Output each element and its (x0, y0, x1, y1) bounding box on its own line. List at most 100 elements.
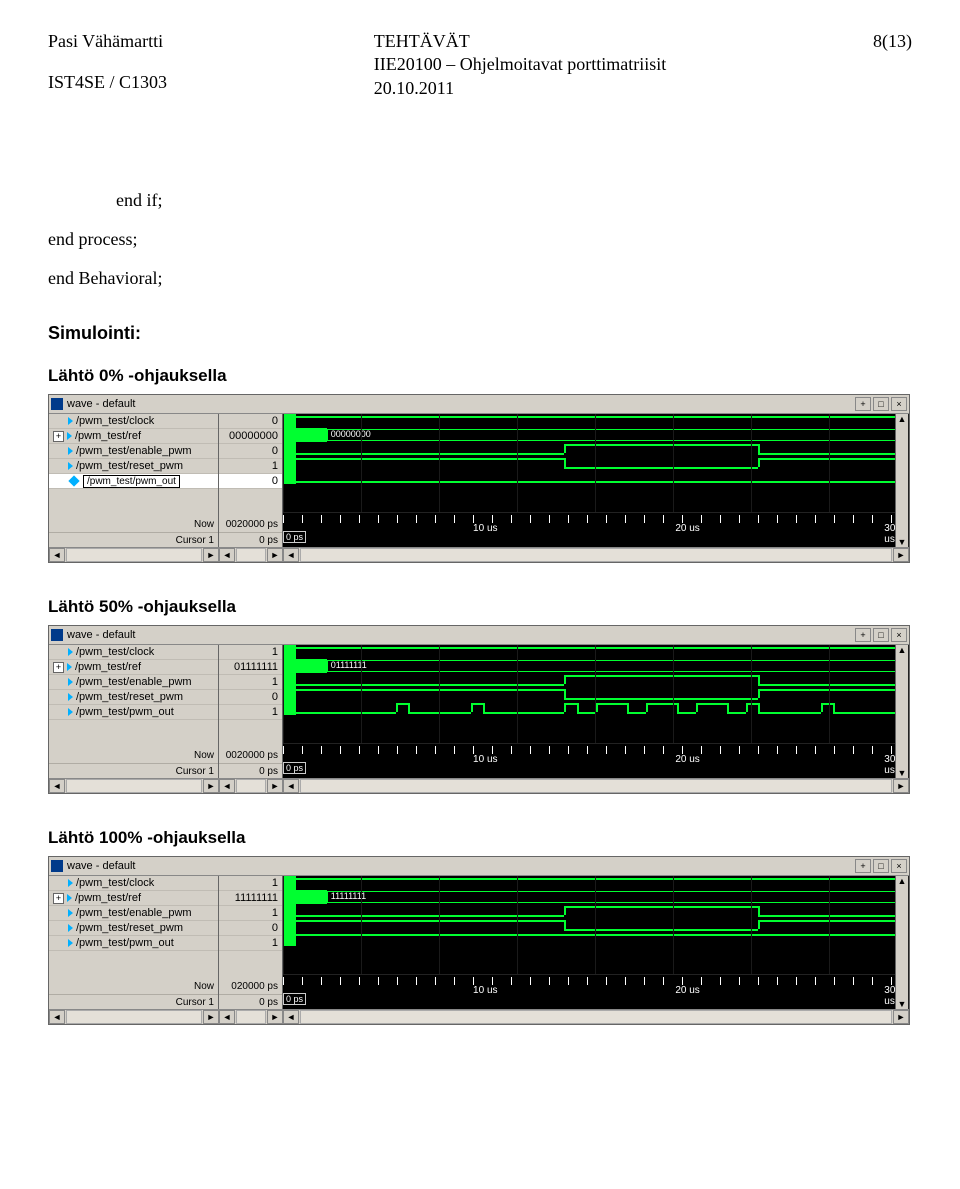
minimize-button[interactable]: + (855, 628, 871, 642)
signal-icon (68, 417, 73, 425)
waveform-column: 01111111 10 us20 us30 us 0 ps ▲ ▼ (283, 645, 909, 778)
signal-row[interactable]: /pwm_test/pwm_out (49, 705, 218, 720)
bus-value: 01111111 (327, 660, 896, 672)
wave-scrollbar[interactable]: ◄► (283, 778, 909, 793)
scroll-up-button[interactable]: ▲ (896, 876, 908, 886)
scroll-up-button[interactable]: ▲ (896, 414, 908, 424)
now-value: 020000 ps (219, 979, 282, 995)
signal-row[interactable]: /pwm_test/clock (49, 876, 218, 891)
wave-window: wave - default + □ × /pwm_test/clock+/pw… (48, 625, 910, 794)
signal-value: 00000000 (219, 429, 282, 444)
header-course-id: IST4SE / C1303 (48, 71, 167, 94)
expand-icon[interactable]: + (53, 662, 64, 673)
signal-name: /pwm_test/pwm_out (83, 475, 180, 488)
now-label: Now (49, 517, 218, 533)
scroll-down-button[interactable]: ▼ (896, 999, 908, 1009)
minimize-button[interactable]: + (855, 397, 871, 411)
bus-value: 11111111 (327, 891, 896, 903)
name-scrollbar[interactable]: ◄► (49, 778, 219, 793)
signal-name: /pwm_test/pwm_out (76, 706, 174, 718)
name-scrollbar[interactable]: ◄► (49, 547, 219, 562)
signal-icon (68, 678, 73, 686)
subsection-100pct: Lähtö 100% -ohjauksella (48, 828, 912, 848)
signal-row[interactable]: /pwm_test/reset_pwm (49, 921, 218, 936)
now-label: Now (49, 979, 218, 995)
cursor-marker[interactable]: 0 ps (283, 993, 306, 1005)
value-scrollbar[interactable]: ◄► (219, 778, 283, 793)
signal-icon (68, 924, 73, 932)
signal-value: 11111111 (219, 891, 282, 906)
now-value: 0020000 ps (219, 748, 282, 764)
signal-value-column: 0000000000100020000 ps0 ps (219, 414, 283, 547)
signal-row[interactable]: /pwm_test/pwm_out (49, 474, 218, 489)
signal-row[interactable]: +/pwm_test/ref (49, 660, 218, 675)
signal-name: /pwm_test/reset_pwm (76, 460, 183, 472)
signal-row[interactable]: /pwm_test/clock (49, 645, 218, 660)
signal-row[interactable]: + /pwm_test/ref (49, 429, 218, 444)
signal-value: 1 (219, 675, 282, 690)
cursor-marker[interactable]: 0 ps (283, 531, 306, 543)
cursor-marker[interactable]: 0 ps (283, 762, 306, 774)
signal-icon (68, 909, 73, 917)
signal-icon (67, 663, 72, 671)
wave-scrollbar[interactable]: ◄► (283, 547, 909, 562)
value-scrollbar[interactable]: ◄► (219, 547, 283, 562)
close-button[interactable]: × (891, 859, 907, 873)
expand-icon[interactable]: + (53, 431, 64, 442)
signal-name-column: /pwm_test/clock+/pwm_test/ref/pwm_test/e… (49, 876, 219, 1009)
header-author: Pasi Vähämartti (48, 30, 167, 53)
value-scrollbar[interactable]: ◄► (219, 1009, 283, 1024)
header-title: TEHTÄVÄT (374, 30, 666, 53)
signal-value: 01111111 (219, 660, 282, 675)
minimize-button[interactable]: + (855, 859, 871, 873)
signal-row[interactable]: /pwm_test/clock (49, 414, 218, 429)
maximize-button[interactable]: □ (873, 859, 889, 873)
wave-titlebar: wave - default + □ × (49, 626, 909, 645)
waveform-area[interactable]: 11111111 (283, 876, 908, 974)
signal-value: 0 (219, 921, 282, 936)
now-label: Now (49, 748, 218, 764)
expand-icon[interactable]: + (53, 893, 64, 904)
signal-row[interactable]: /pwm_test/reset_pwm (49, 690, 218, 705)
wave-app-icon (51, 398, 63, 410)
signal-row[interactable]: /pwm_test/pwm_out (49, 936, 218, 951)
close-button[interactable]: × (891, 628, 907, 642)
signal-value-column: 1011111111010020000 ps0 ps (219, 645, 283, 778)
wave-title: wave - default (67, 398, 135, 410)
signal-row[interactable]: +/pwm_test/ref (49, 891, 218, 906)
maximize-button[interactable]: □ (873, 628, 889, 642)
scroll-down-button[interactable]: ▼ (896, 537, 908, 547)
signal-icon (68, 462, 73, 470)
waveform-column: 00000000 10 us20 us30 us 0 ps ▲ ▼ (283, 414, 909, 547)
header-date: 20.10.2011 (374, 77, 666, 100)
signal-icon (68, 708, 73, 716)
waveform-area[interactable]: 00000000 (283, 414, 908, 512)
signal-row[interactable]: /pwm_test/enable_pwm (49, 675, 218, 690)
signal-value: 0 (219, 414, 282, 429)
signal-value: 1 (219, 705, 282, 720)
signal-name: /pwm_test/ref (75, 430, 141, 442)
maximize-button[interactable]: □ (873, 397, 889, 411)
code-endprocess: end process; (48, 229, 912, 250)
signal-name: /pwm_test/reset_pwm (76, 691, 183, 703)
signal-icon (68, 648, 73, 656)
scroll-up-button[interactable]: ▲ (896, 645, 908, 655)
close-button[interactable]: × (891, 397, 907, 411)
wave-app-icon (51, 860, 63, 872)
signal-row[interactable]: /pwm_test/enable_pwm (49, 906, 218, 921)
wave-titlebar: wave - default + □ × (49, 857, 909, 876)
timescale: 10 us20 us30 us 0 ps (283, 512, 908, 543)
scroll-down-button[interactable]: ▼ (896, 768, 908, 778)
signal-row[interactable]: /pwm_test/reset_pwm (49, 459, 218, 474)
signal-value-column: 111111111101020000 ps0 ps (219, 876, 283, 1009)
timescale: 10 us20 us30 us 0 ps (283, 974, 908, 1005)
name-scrollbar[interactable]: ◄► (49, 1009, 219, 1024)
signal-value: 1 (219, 936, 282, 951)
signal-name: /pwm_test/pwm_out (76, 937, 174, 949)
waveform-area[interactable]: 01111111 (283, 645, 908, 743)
wave-scrollbar[interactable]: ◄► (283, 1009, 909, 1024)
signal-value: 1 (219, 876, 282, 891)
signal-name: /pwm_test/enable_pwm (76, 676, 192, 688)
signal-icon (68, 879, 73, 887)
signal-row[interactable]: /pwm_test/enable_pwm (49, 444, 218, 459)
